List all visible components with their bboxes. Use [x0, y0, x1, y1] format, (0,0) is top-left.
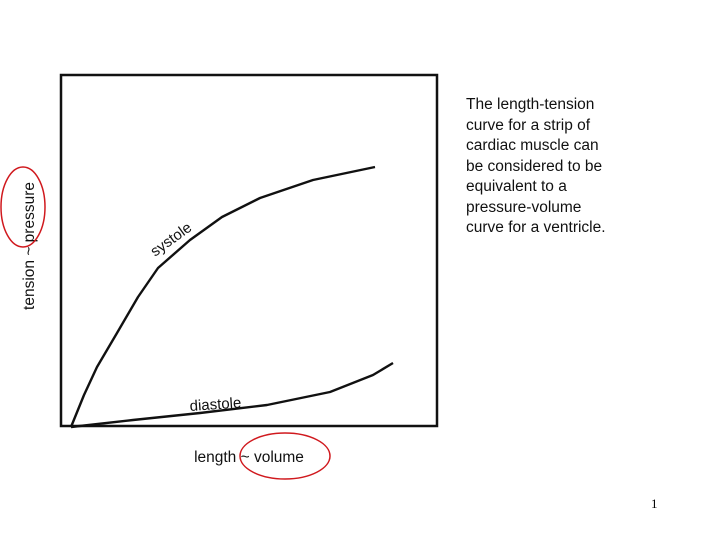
x-axis-label: length ~ volume	[194, 449, 304, 466]
systole-curve	[69, 165, 376, 428]
description-line: equivalent to a	[466, 178, 567, 195]
volume-highlight-circle	[239, 432, 331, 480]
page-number: 1	[651, 496, 658, 511]
diastole-curve	[70, 361, 394, 429]
description-line: pressure-volume	[466, 198, 582, 216]
systole-label: systole	[147, 219, 195, 260]
plot-frame	[59, 73, 439, 428]
description-line: cardiac muscle can	[466, 137, 599, 154]
description-line: The length-tension	[466, 96, 595, 113]
description-line: be considered to be	[466, 157, 603, 175]
description-text: The length-tension curve for a strip of …	[466, 95, 716, 239]
description-line: curve for a ventricle.	[466, 219, 606, 236]
diastole-label: diastole	[189, 394, 242, 415]
description-line: curve for a strip of	[466, 116, 591, 134]
pressure-highlight-circle	[0, 166, 46, 248]
